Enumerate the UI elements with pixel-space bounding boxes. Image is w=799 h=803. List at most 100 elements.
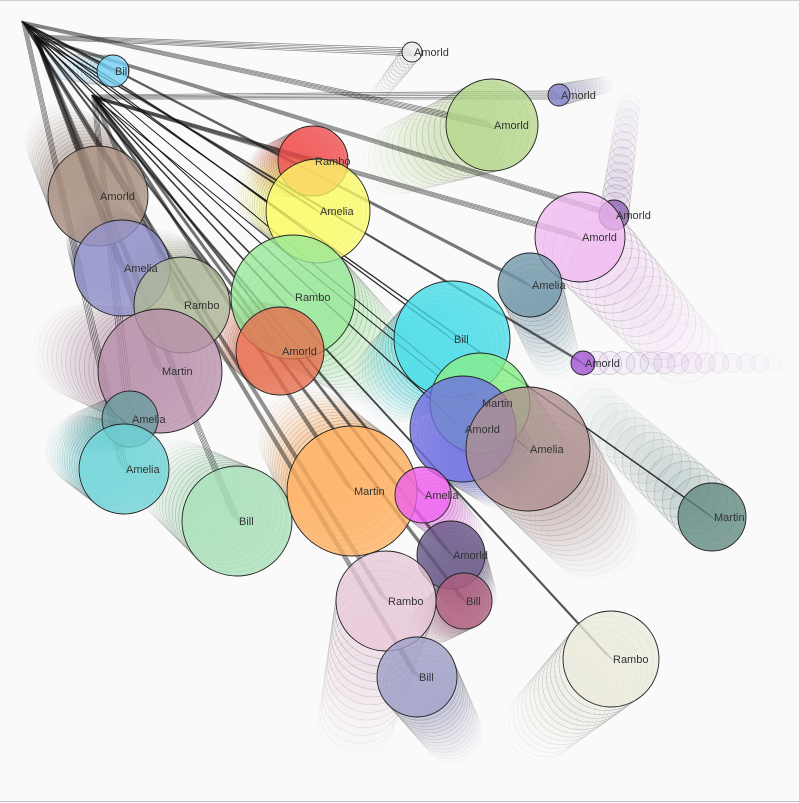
node-circle (181, 465, 293, 577)
node-label: Amelia (126, 464, 161, 476)
trail-ghost-circle (368, 121, 440, 194)
node-circle (445, 78, 539, 172)
node-label: Amelia (530, 444, 565, 456)
node-label: Amorld (582, 232, 617, 244)
connector-bundle (33, 34, 469, 434)
node-circles (47, 41, 747, 718)
trail-ghost-circle (595, 76, 613, 94)
node-label: Martin (714, 512, 745, 524)
connector-line (37, 37, 617, 218)
node-label: Amorld (585, 358, 620, 370)
connector-line (33, 34, 610, 212)
trail-ghost-circle (581, 78, 601, 98)
trail-ghost-circle (540, 480, 637, 576)
trail-ghost-circle (512, 676, 589, 753)
connector-line (35, 36, 615, 216)
node-circle (497, 252, 563, 318)
node-label: Amorld (414, 47, 449, 59)
trail-ghost-circle (614, 424, 673, 484)
trail-ghost-circle (376, 79, 393, 96)
trail-ghost-circle (629, 294, 703, 368)
connector-line (22, 21, 415, 676)
trail-ghost-circle (763, 353, 783, 373)
trail-ghost-circle (374, 118, 447, 192)
trail-ghost-circle (639, 351, 663, 375)
node-label: Amorld (453, 550, 488, 562)
trail-ghost-circle (585, 77, 604, 97)
trail-ghost-circle (612, 276, 689, 353)
node-label: Amorld (561, 90, 596, 102)
trail-ghost-circle (517, 671, 595, 749)
trail-ghost-circle (629, 439, 692, 501)
node-circle (435, 572, 493, 630)
trail-ghost-circle (749, 353, 769, 373)
node-circle (534, 191, 626, 283)
connector-line (38, 38, 619, 220)
node-label: Amelia (425, 490, 460, 502)
trail-ghost-circle (546, 487, 640, 581)
node-label: Martin (482, 398, 513, 410)
trail-ghost-circle (383, 68, 401, 87)
connector-line (21, 20, 488, 122)
trail-ghost-circle (608, 146, 635, 174)
trail-ghost-circle (638, 304, 710, 376)
node-circle (677, 482, 747, 552)
trail-ghost-circle (588, 77, 607, 96)
trail-ghost-circle (609, 138, 636, 166)
node-circle (570, 350, 596, 376)
connector-bundle (91, 94, 617, 664)
trail-ghost-circle (637, 446, 701, 510)
trail-ghost-circle (598, 410, 655, 467)
trail-ghost-circle (722, 353, 743, 373)
node-label: Martin (354, 486, 385, 498)
trail-ghost-circle (380, 72, 399, 90)
connector-line (34, 35, 612, 214)
connector-bundle (33, 34, 718, 522)
node-label: Amorld (100, 191, 135, 203)
trail-ghost-circle (380, 115, 455, 190)
trail-ghost-circle (617, 93, 641, 117)
node-label: Amorld (465, 424, 500, 436)
trail-ghost-circle (736, 353, 756, 373)
trail-ghost-circle (598, 351, 623, 375)
node-label: Rambo (315, 156, 350, 168)
trail-ghost-circle (318, 683, 394, 759)
trail-ghost-circle (390, 58, 409, 78)
node-label: Martin (162, 366, 193, 378)
node-label: Amorld (616, 210, 651, 222)
trail-ghost-circle (605, 161, 634, 190)
trail-ghost-circle (616, 101, 640, 125)
trail-ghost-circle (385, 65, 404, 84)
connector-line (38, 38, 718, 522)
node-label: Rambo (613, 654, 648, 666)
trail-ghost-circle (694, 352, 716, 374)
node-label: Bill (115, 66, 130, 78)
node-label: Amelia (132, 414, 167, 426)
trail-ghost-circle (64, 54, 93, 83)
trail-ghost-circle (625, 351, 649, 375)
trail-ghost-circle (421, 701, 483, 763)
node-label: Amelia (124, 263, 159, 275)
trail-ghost-circle (578, 79, 598, 99)
node-label: Amorld (494, 120, 529, 132)
node-label: Amelia (320, 206, 355, 218)
trail-ghost-circle (526, 319, 577, 371)
node-circle (401, 41, 423, 63)
node-circle (562, 610, 660, 708)
trail-ghost-circle (653, 351, 676, 374)
trail-ghost-circle (612, 123, 638, 149)
trail-ghost-circle (655, 322, 725, 392)
node-label: Amelia (532, 280, 567, 292)
node-trail (600, 93, 641, 223)
node-labels: Bill Amorld Amorld Amorld Amorld Rambo Amelia A… (100, 47, 745, 684)
trail-ghost-circle (504, 687, 578, 761)
trail-ghost-circle (667, 352, 689, 374)
trail-ghost-circle (508, 682, 584, 757)
node-circle (78, 423, 170, 515)
trail-ghost-circle (614, 108, 640, 133)
trail-ghost-circle (610, 131, 637, 158)
connector-line (26, 24, 497, 130)
trail-ghost-circle (528, 325, 579, 375)
connector-line (22, 21, 490, 124)
